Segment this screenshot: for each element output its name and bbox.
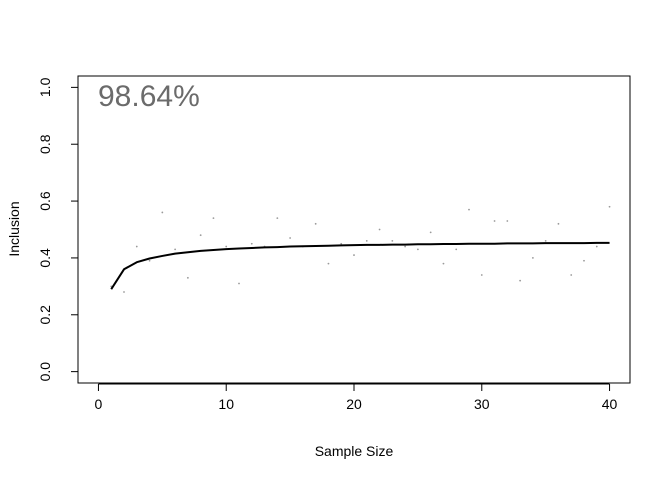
- x-tick-label: 30: [474, 396, 490, 412]
- plot-frame: [77, 75, 631, 384]
- sample-point: [570, 274, 573, 276]
- sample-point: [123, 291, 125, 293]
- sample-point: [468, 208, 470, 211]
- sample-point: [519, 279, 522, 282]
- sample-point: [455, 248, 458, 251]
- y-tick-label: 0.8: [37, 134, 53, 154]
- sample-point: [595, 245, 598, 248]
- sample-point: [135, 245, 138, 248]
- sample-point: [199, 234, 202, 237]
- y-tick-label: 0.2: [37, 305, 53, 325]
- sample-point: [353, 254, 355, 256]
- running-mean-line: [110, 241, 610, 290]
- sample-point: [480, 274, 483, 276]
- sample-point: [416, 248, 419, 251]
- sample-point: [583, 259, 585, 262]
- sample-point: [506, 220, 509, 222]
- inclusion-percentage-annotation: 98.64%: [98, 80, 200, 113]
- sample-point: [544, 239, 547, 242]
- sample-point: [378, 228, 381, 231]
- sample-point: [212, 217, 215, 220]
- y-axis: 0.0 0.2 0.4 0.6 0.8 1.0: [37, 77, 79, 382]
- sample-point: [161, 211, 164, 214]
- y-tick-label: 0.0: [37, 362, 53, 382]
- sample-point: [148, 259, 151, 262]
- x-axis: 0 10 20 30 40: [95, 383, 618, 412]
- sample-point: [557, 222, 560, 225]
- sample-point: [186, 276, 189, 279]
- x-tick-label: 10: [218, 396, 234, 412]
- y-tick-label: 0.4: [37, 248, 53, 268]
- x-tick-label: 40: [602, 396, 618, 412]
- sample-point: [442, 262, 445, 265]
- x-tick-label: 20: [346, 396, 362, 412]
- sample-point: [276, 217, 279, 220]
- sample-point: [327, 262, 330, 265]
- sample-point: [238, 282, 240, 285]
- y-tick-label: 1.0: [37, 77, 53, 97]
- y-axis-label: Inclusion: [6, 201, 22, 256]
- sample-point: [289, 237, 292, 239]
- sample-point: [608, 205, 611, 208]
- x-tick-label: 0: [95, 396, 103, 412]
- sample-point: [314, 222, 317, 225]
- sample-point: [225, 245, 228, 248]
- sample-point: [404, 245, 407, 248]
- sample-point: [493, 220, 496, 222]
- sample-point: [250, 242, 253, 245]
- x-axis-label: Sample Size: [315, 443, 394, 459]
- y-tick-label: 0.6: [37, 191, 53, 211]
- sample-point: [531, 257, 534, 259]
- sample-point: [174, 248, 177, 251]
- sample-point: [429, 231, 432, 234]
- sample-points: [110, 205, 611, 293]
- sample-point: [340, 242, 343, 245]
- running-mean-line-group: [110, 241, 610, 290]
- sample-point: [365, 239, 368, 242]
- sample-point: [391, 239, 394, 242]
